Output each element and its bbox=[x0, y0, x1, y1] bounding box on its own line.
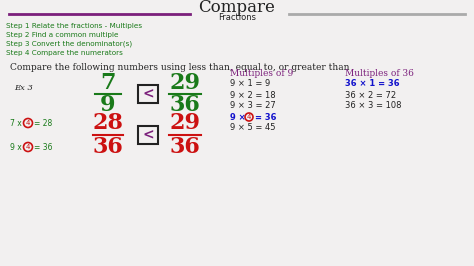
Text: = 36: = 36 bbox=[34, 143, 53, 152]
Text: <: < bbox=[142, 128, 154, 142]
Text: Compare the following numbers using less than, equal to, or greater than: Compare the following numbers using less… bbox=[10, 64, 349, 73]
Text: 9 ×: 9 × bbox=[230, 113, 248, 122]
Text: = 36: = 36 bbox=[255, 113, 276, 122]
Text: 4: 4 bbox=[26, 120, 30, 126]
Text: 9 × 1 = 9: 9 × 1 = 9 bbox=[230, 80, 270, 89]
Text: 29: 29 bbox=[170, 72, 201, 94]
FancyBboxPatch shape bbox=[138, 126, 158, 144]
Text: 9 × 5 = 45: 9 × 5 = 45 bbox=[230, 123, 275, 132]
Text: <: < bbox=[142, 87, 154, 101]
Text: 36 × 1 = 36: 36 × 1 = 36 bbox=[345, 80, 400, 89]
Text: Step 1 Relate the fractions - Multiples: Step 1 Relate the fractions - Multiples bbox=[6, 23, 142, 29]
Text: Step 3 Convert the denominator(s): Step 3 Convert the denominator(s) bbox=[6, 41, 132, 47]
Text: 9: 9 bbox=[100, 94, 116, 116]
Text: Step 4 Compare the numerators: Step 4 Compare the numerators bbox=[6, 50, 123, 56]
Text: 4: 4 bbox=[26, 144, 30, 150]
Text: Ex 3: Ex 3 bbox=[14, 84, 33, 92]
Text: 29: 29 bbox=[170, 112, 201, 134]
FancyBboxPatch shape bbox=[138, 85, 158, 103]
Text: = 28: = 28 bbox=[34, 118, 52, 127]
Text: 9 × 2 = 18: 9 × 2 = 18 bbox=[230, 90, 275, 99]
Text: 4: 4 bbox=[247, 114, 251, 120]
Text: 28: 28 bbox=[92, 112, 124, 134]
Text: 36 × 2 = 72: 36 × 2 = 72 bbox=[345, 90, 396, 99]
Text: 36: 36 bbox=[92, 136, 123, 158]
Text: 9 × 3 = 27: 9 × 3 = 27 bbox=[230, 102, 276, 110]
Text: 7 x: 7 x bbox=[10, 118, 22, 127]
Text: Multiples of 36: Multiples of 36 bbox=[345, 69, 414, 77]
Text: 36: 36 bbox=[170, 136, 201, 158]
Text: Step 2 Find a common multiple: Step 2 Find a common multiple bbox=[6, 32, 118, 38]
Text: Multiples of 9: Multiples of 9 bbox=[230, 69, 293, 77]
Text: 9 x: 9 x bbox=[10, 143, 22, 152]
Text: Fractions: Fractions bbox=[218, 14, 256, 23]
Text: 36 × 3 = 108: 36 × 3 = 108 bbox=[345, 102, 401, 110]
Text: Compare: Compare bbox=[199, 0, 275, 16]
Text: 7: 7 bbox=[100, 72, 116, 94]
Text: 36: 36 bbox=[170, 94, 201, 116]
